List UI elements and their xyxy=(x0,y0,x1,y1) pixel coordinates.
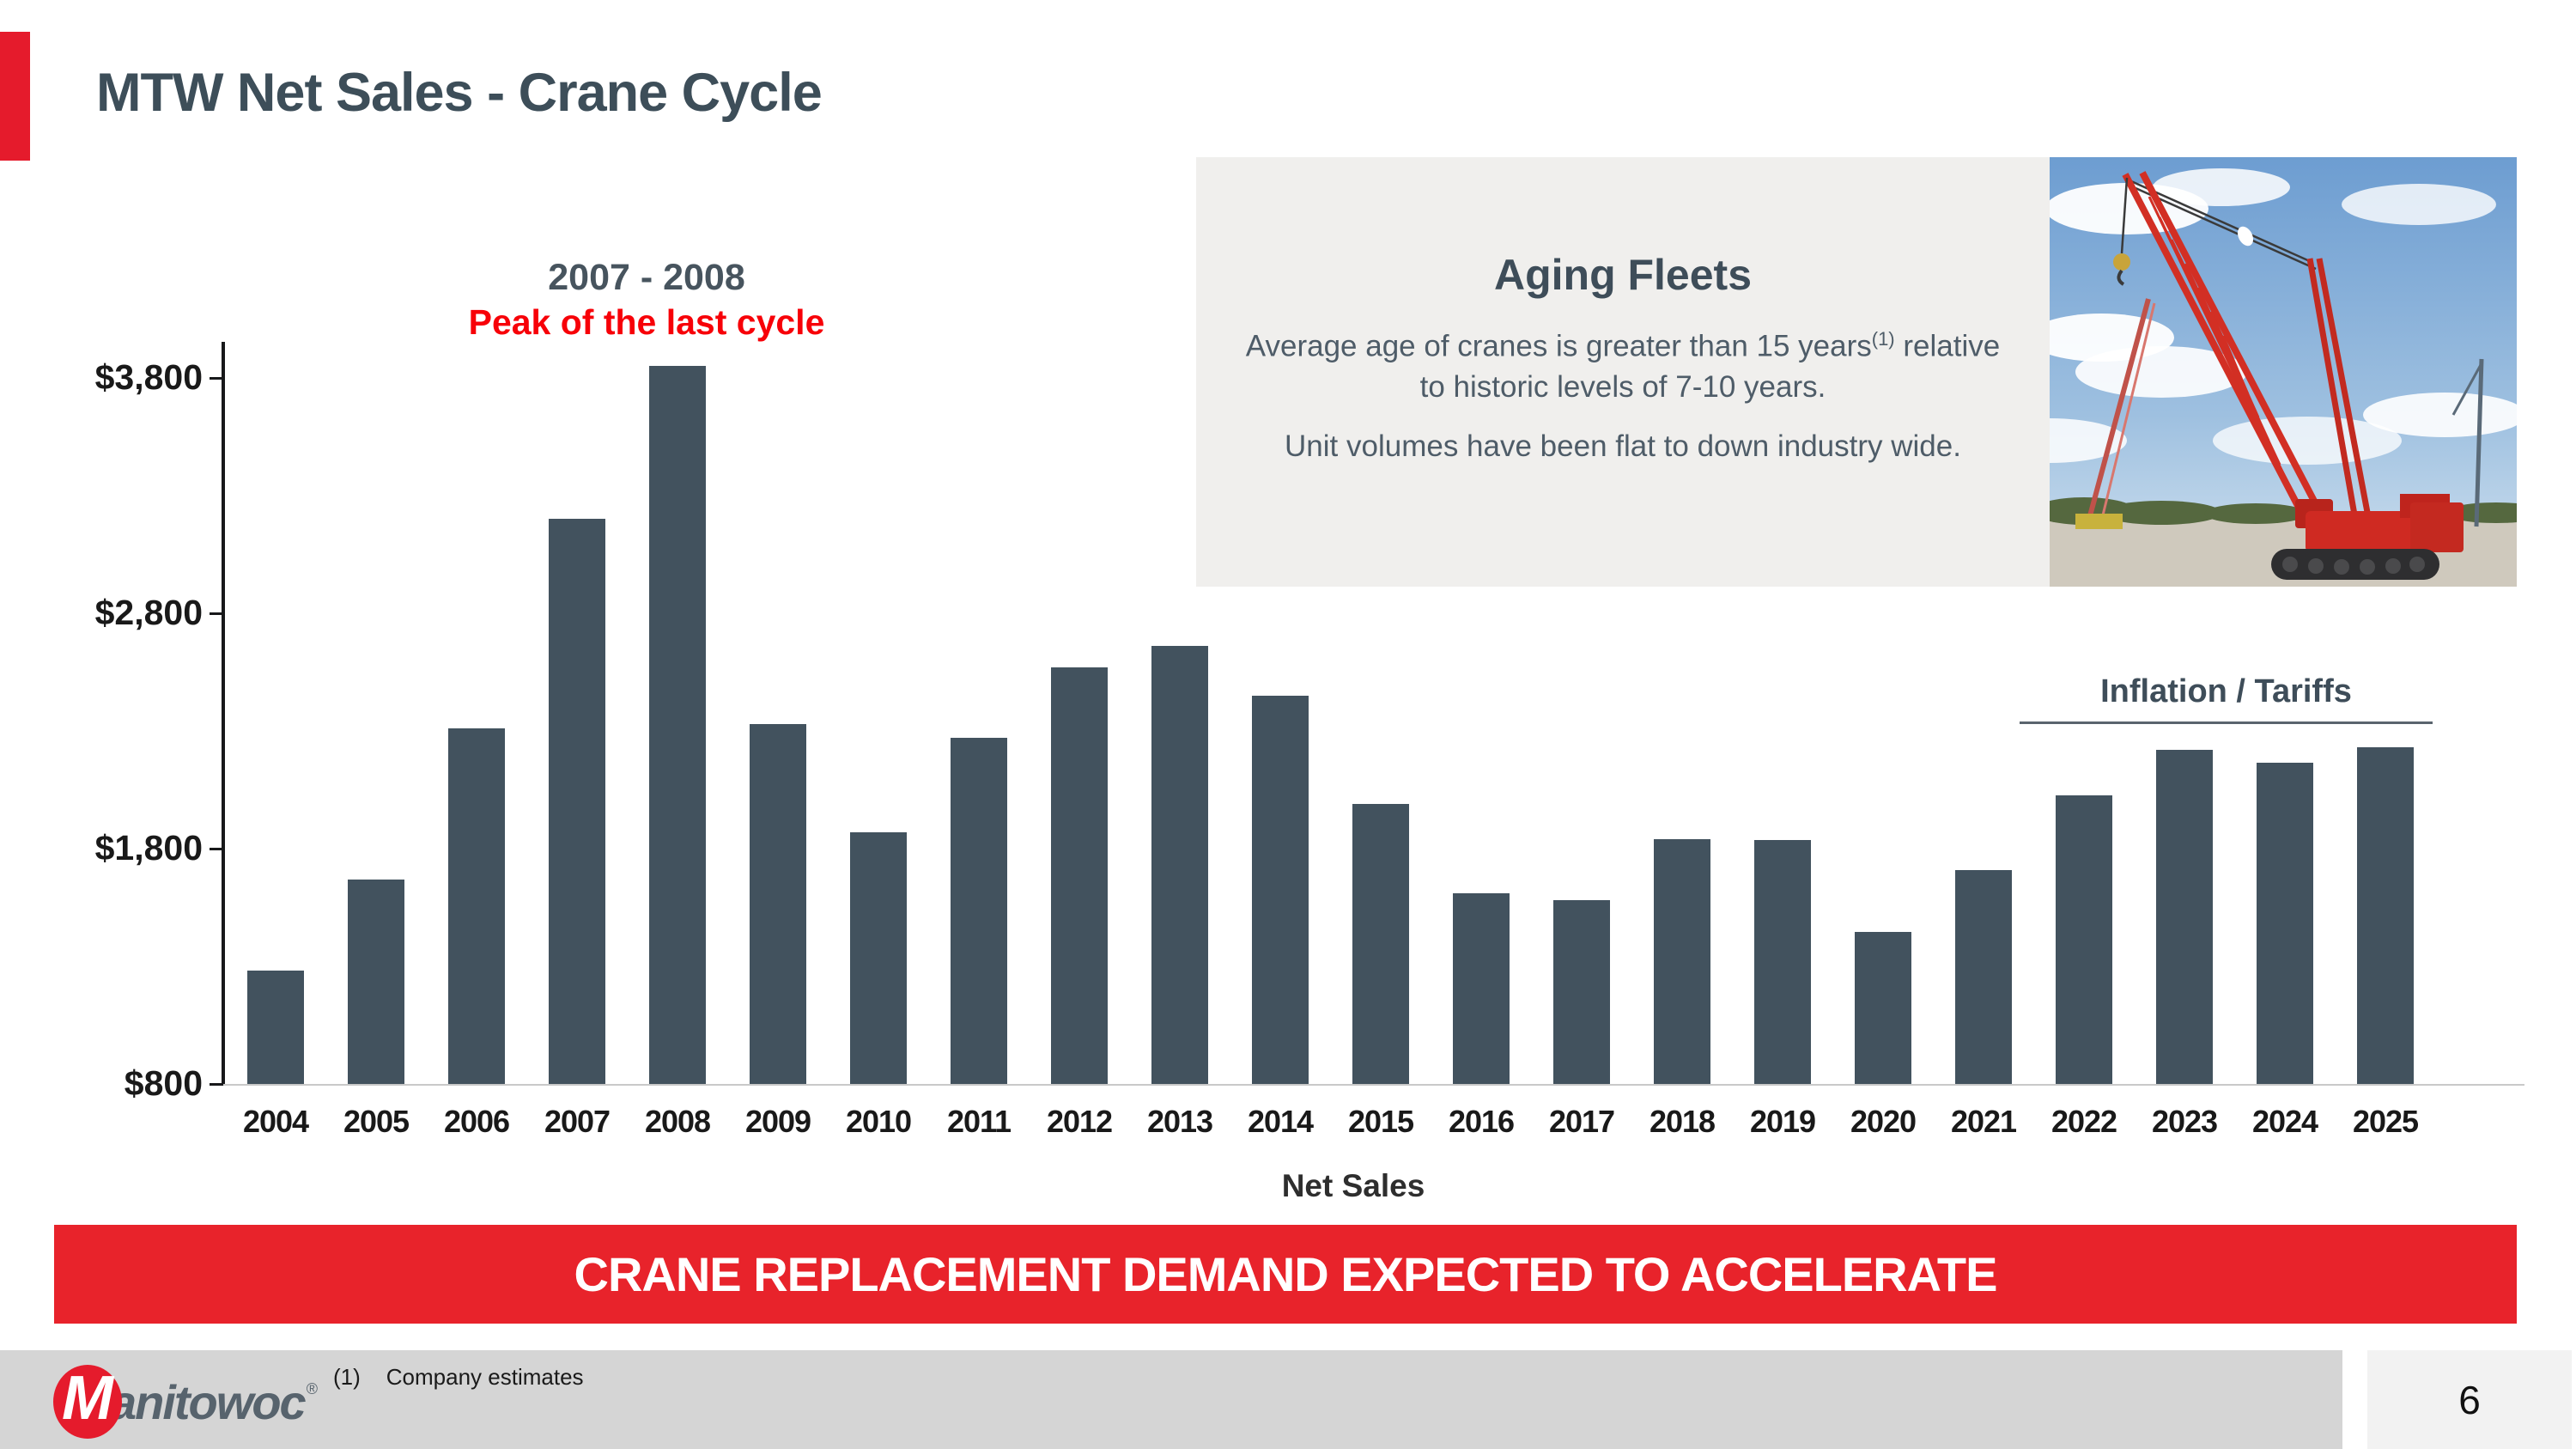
bar-2010 xyxy=(850,831,907,1084)
manitowoc-logo: M anitowoc ® xyxy=(53,1364,318,1439)
aging-footnote-sup: (1) xyxy=(1871,328,1895,350)
bar-2013 xyxy=(1151,646,1208,1084)
y-axis-tick-label: $3,800 xyxy=(94,357,203,397)
y-axis-tick xyxy=(210,376,223,380)
x-axis-label-2014: 2014 xyxy=(1247,1104,1314,1139)
x-axis-label-2012: 2012 xyxy=(1046,1104,1113,1139)
x-axis-label-2011: 2011 xyxy=(946,1104,1012,1139)
footnote-marker: (1) xyxy=(333,1364,361,1390)
x-axis-label-2017: 2017 xyxy=(1548,1104,1615,1139)
banner-text: CRANE REPLACEMENT DEMAND EXPECTED TO ACC… xyxy=(574,1247,1998,1301)
y-axis-tick-label: $800 xyxy=(124,1063,203,1103)
bar-2012 xyxy=(1051,667,1108,1084)
footnote-text: Company estimates xyxy=(386,1364,584,1390)
x-axis-label-2013: 2013 xyxy=(1146,1104,1213,1139)
x-axis-label-2005: 2005 xyxy=(343,1104,410,1139)
y-axis-tick xyxy=(210,847,223,850)
x-axis-label-2021: 2021 xyxy=(1950,1104,2017,1139)
x-axis-label-2010: 2010 xyxy=(845,1104,912,1139)
red-accent-bar xyxy=(0,32,30,161)
y-axis-tick xyxy=(210,1082,223,1086)
bar-2005 xyxy=(348,879,404,1084)
bar-2004 xyxy=(247,971,304,1084)
logo-registered-mark: ® xyxy=(306,1379,318,1397)
x-axis-label-2020: 2020 xyxy=(1850,1104,1917,1139)
bar-2011 xyxy=(951,738,1007,1084)
distant-crane-right xyxy=(2451,358,2484,527)
x-axis-label-2018: 2018 xyxy=(1649,1104,1716,1139)
bar-2024 xyxy=(2257,762,2313,1084)
bar-2009 xyxy=(750,723,806,1084)
aging-body-line1: Average age of cranes is greater than 15… xyxy=(1245,329,1872,363)
bar-2018 xyxy=(1654,839,1710,1084)
x-axis-label-2009: 2009 xyxy=(744,1104,811,1139)
x-axis-label-2019: 2019 xyxy=(1749,1104,1816,1139)
x-axis xyxy=(222,1084,2524,1086)
bar-2020 xyxy=(1855,932,1911,1084)
x-axis-label-2024: 2024 xyxy=(2251,1104,2318,1139)
x-axis-label-2016: 2016 xyxy=(1448,1104,1515,1139)
page-number: 6 xyxy=(2458,1377,2481,1422)
aging-fleets-body: Average age of cranes is greater than 15… xyxy=(1196,319,2050,407)
annotation-peak-text: Peak of the last cycle xyxy=(468,302,825,343)
bar-2021 xyxy=(1955,869,2012,1084)
x-axis-label-2015: 2015 xyxy=(1347,1104,1414,1139)
x-axis-title: Net Sales xyxy=(1281,1168,1425,1203)
bar-2022 xyxy=(2056,795,2112,1084)
x-axis-label-2025: 2025 xyxy=(2352,1104,2419,1139)
bottom-banner: CRANE REPLACEMENT DEMAND EXPECTED TO ACC… xyxy=(54,1225,2517,1324)
bar-2025 xyxy=(2357,747,2414,1084)
y-axis xyxy=(222,342,225,1086)
inflation-tariffs-label: Inflation / Tariffs xyxy=(2100,673,2352,709)
bar-2016 xyxy=(1453,893,1510,1084)
annotation-years: 2007 - 2008 xyxy=(548,257,745,298)
x-axis-label-2007: 2007 xyxy=(544,1104,611,1139)
footnote: (1) Company estimates xyxy=(333,1364,584,1391)
main-crane xyxy=(2113,171,2464,580)
bar-2015 xyxy=(1352,803,1409,1084)
x-axis-label-2023: 2023 xyxy=(2151,1104,2218,1139)
logo-letter-m: M xyxy=(62,1364,113,1433)
footer-bar xyxy=(0,1350,2342,1449)
page-number-box: 6 xyxy=(2367,1350,2572,1449)
logo-red-circle-icon: M xyxy=(53,1364,122,1439)
aging-fleets-box: Aging Fleets Average age of cranes is gr… xyxy=(1196,157,2050,587)
logo-wordmark: anitowoc xyxy=(110,1374,307,1429)
y-axis-tick-label: $1,800 xyxy=(94,828,203,868)
bar-2017 xyxy=(1553,900,1610,1084)
bar-2014 xyxy=(1252,695,1309,1084)
x-axis-label-2004: 2004 xyxy=(242,1104,309,1139)
x-axis-label-2006: 2006 xyxy=(443,1104,510,1139)
aging-body-line2: to historic levels of 7-10 years. xyxy=(1419,369,1826,404)
bar-2006 xyxy=(448,728,505,1084)
y-axis-tick-label: $2,800 xyxy=(94,593,203,632)
bar-2023 xyxy=(2156,749,2213,1084)
peak-annotation: 2007 - 2008 Peak of the last cycle xyxy=(432,257,861,343)
x-axis-label-2022: 2022 xyxy=(2050,1104,2117,1139)
page-title: MTW Net Sales - Crane Cycle xyxy=(96,63,823,123)
aging-body-line3: Unit volumes have been flat to down indu… xyxy=(1285,429,1961,463)
bar-2008 xyxy=(649,366,706,1084)
x-axis-label-2008: 2008 xyxy=(644,1104,711,1139)
aging-body-line1-post: relative xyxy=(1894,329,2001,363)
crane-photo xyxy=(2050,157,2517,587)
bar-2007 xyxy=(549,519,605,1084)
inflation-tariffs-underline xyxy=(2020,721,2433,724)
y-axis-tick xyxy=(210,612,223,615)
bar-2019 xyxy=(1754,840,1811,1084)
distant-crane-left xyxy=(2075,298,2156,529)
aging-fleets-title: Aging Fleets xyxy=(1493,251,1753,299)
